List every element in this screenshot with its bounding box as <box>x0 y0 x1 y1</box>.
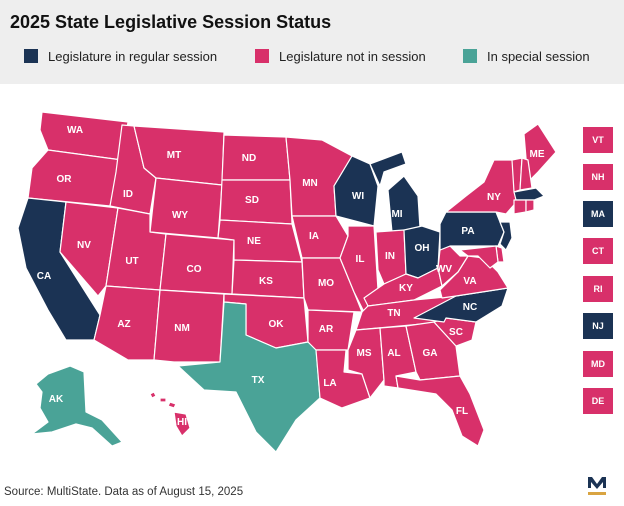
state-label-GA: GA <box>423 348 438 359</box>
legend-swatch-not-in-session <box>255 49 269 63</box>
state-label-OH: OH <box>415 243 430 254</box>
state-NM[interactable] <box>153 289 225 363</box>
state-label-OK: OK <box>269 319 285 330</box>
state-box-label-RI: RI <box>593 284 603 294</box>
state-box-label-DE: DE <box>591 396 605 406</box>
state-label-IL: IL <box>356 254 365 265</box>
state-label-UT: UT <box>125 256 138 267</box>
state-label-PA: PA <box>461 226 474 237</box>
logo-letter-mark <box>588 477 606 489</box>
legend-item-regular: Legislature in regular session <box>24 47 217 65</box>
state-label-WA: WA <box>67 125 83 136</box>
legend-item-not-in-session: Legislature not in session <box>255 47 426 65</box>
state-WI[interactable] <box>333 155 379 227</box>
multistate-logo-icon <box>588 477 606 495</box>
state-label-WI: WI <box>352 191 364 202</box>
state-IL[interactable] <box>339 225 379 313</box>
state-label-SD: SD <box>245 195 259 206</box>
state-CT[interactable] <box>513 199 527 215</box>
state-box-label-NJ: NJ <box>592 321 604 331</box>
state-label-CO: CO <box>187 264 202 275</box>
state-label-KY: KY <box>399 283 413 294</box>
state-label-WV: WV <box>436 264 452 275</box>
state-label-TX: TX <box>252 375 265 386</box>
legend-label-not-in-session: Legislature not in session <box>279 48 426 64</box>
legend-item-special: In special session <box>463 47 590 65</box>
state-label-NE: NE <box>247 236 261 247</box>
state-label-ND: ND <box>242 153 256 164</box>
state-box-CT[interactable]: CT <box>583 238 613 264</box>
legend-swatch-special <box>463 49 477 63</box>
state-box-MA[interactable]: MA <box>583 201 613 227</box>
state-label-NM: NM <box>174 323 190 334</box>
state-label-VA: VA <box>463 276 476 287</box>
state-label-IN: IN <box>385 251 395 262</box>
state-box-NH[interactable]: NH <box>583 164 613 190</box>
state-label-MI: MI <box>391 209 402 220</box>
state-label-WY: WY <box>172 210 188 221</box>
header-panel: 2025 State Legislative Session Status Le… <box>0 0 624 84</box>
state-box-DE[interactable]: DE <box>583 388 613 414</box>
state-label-AR: AR <box>319 324 334 335</box>
state-label-MT: MT <box>167 150 181 161</box>
legend-swatch-regular <box>24 49 38 63</box>
state-box-VT[interactable]: VT <box>583 127 613 153</box>
state-label-OR: OR <box>57 174 73 185</box>
state-label-HI: HI <box>177 417 187 428</box>
state-NV[interactable] <box>59 201 119 297</box>
state-label-MN: MN <box>302 178 318 189</box>
state-label-ME: ME <box>530 149 545 160</box>
state-label-FL: FL <box>456 406 468 417</box>
state-label-CA: CA <box>37 271 51 282</box>
state-label-KS: KS <box>259 276 273 287</box>
state-NJ[interactable] <box>499 221 513 251</box>
state-MD[interactable] <box>459 245 499 269</box>
state-box-MD[interactable]: MD <box>583 351 613 377</box>
state-label-AZ: AZ <box>117 319 130 330</box>
state-label-AL: AL <box>387 348 400 359</box>
state-label-TN: TN <box>387 308 400 319</box>
state-label-NC: NC <box>463 302 477 313</box>
state-label-SC: SC <box>449 327 463 338</box>
state-label-MO: MO <box>318 278 334 289</box>
state-box-label-VT: VT <box>592 135 604 145</box>
state-box-label-CT: CT <box>592 246 604 256</box>
legend-label-regular: Legislature in regular session <box>48 48 218 64</box>
source-note: Source: MultiState. Data as of August 15… <box>4 486 244 498</box>
state-IA[interactable] <box>291 215 349 259</box>
state-label-MS: MS <box>357 348 372 359</box>
state-label-LA: LA <box>323 378 336 389</box>
state-box-label-MD: MD <box>591 359 605 369</box>
logo-gold-bar <box>588 492 606 495</box>
state-box-NJ[interactable]: NJ <box>583 313 613 339</box>
state-NH[interactable] <box>519 157 533 191</box>
us-map: WA OR CA NV ID MT WY UT AZ CO NM ND SD N… <box>17 111 557 453</box>
state-label-NY: NY <box>487 192 501 203</box>
state-label-IA: IA <box>309 231 319 242</box>
state-box-label-MA: MA <box>591 209 605 219</box>
state-RI[interactable] <box>525 199 535 213</box>
state-OR[interactable] <box>27 149 123 207</box>
state-FL[interactable] <box>395 375 485 447</box>
state-label-AK: AK <box>49 394 64 405</box>
state-WY[interactable] <box>149 177 223 239</box>
state-box-label-NH: NH <box>591 172 605 182</box>
state-HI[interactable] <box>149 391 191 437</box>
state-MI[interactable] <box>369 151 421 233</box>
state-box-RI[interactable]: RI <box>583 276 613 302</box>
map-title: 2025 State Legislative Session Status <box>10 12 332 32</box>
state-TX[interactable] <box>177 301 321 453</box>
state-AK[interactable] <box>31 365 123 447</box>
state-NY[interactable] <box>445 159 521 215</box>
state-MA[interactable] <box>513 187 545 201</box>
state-label-ID: ID <box>123 189 133 200</box>
state-label-NV: NV <box>77 240 91 251</box>
legend-label-special: In special session <box>487 48 590 64</box>
